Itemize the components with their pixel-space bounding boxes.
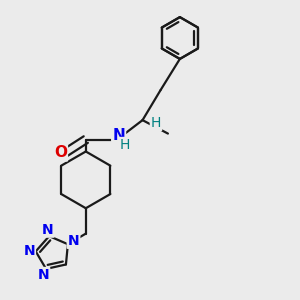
Text: O: O (54, 146, 67, 160)
Text: N: N (112, 128, 125, 142)
Text: N: N (23, 244, 35, 258)
Text: N: N (42, 223, 54, 237)
Text: H: H (119, 138, 130, 152)
Text: H: H (151, 116, 161, 130)
Text: N: N (38, 268, 49, 282)
Text: N: N (68, 234, 79, 248)
